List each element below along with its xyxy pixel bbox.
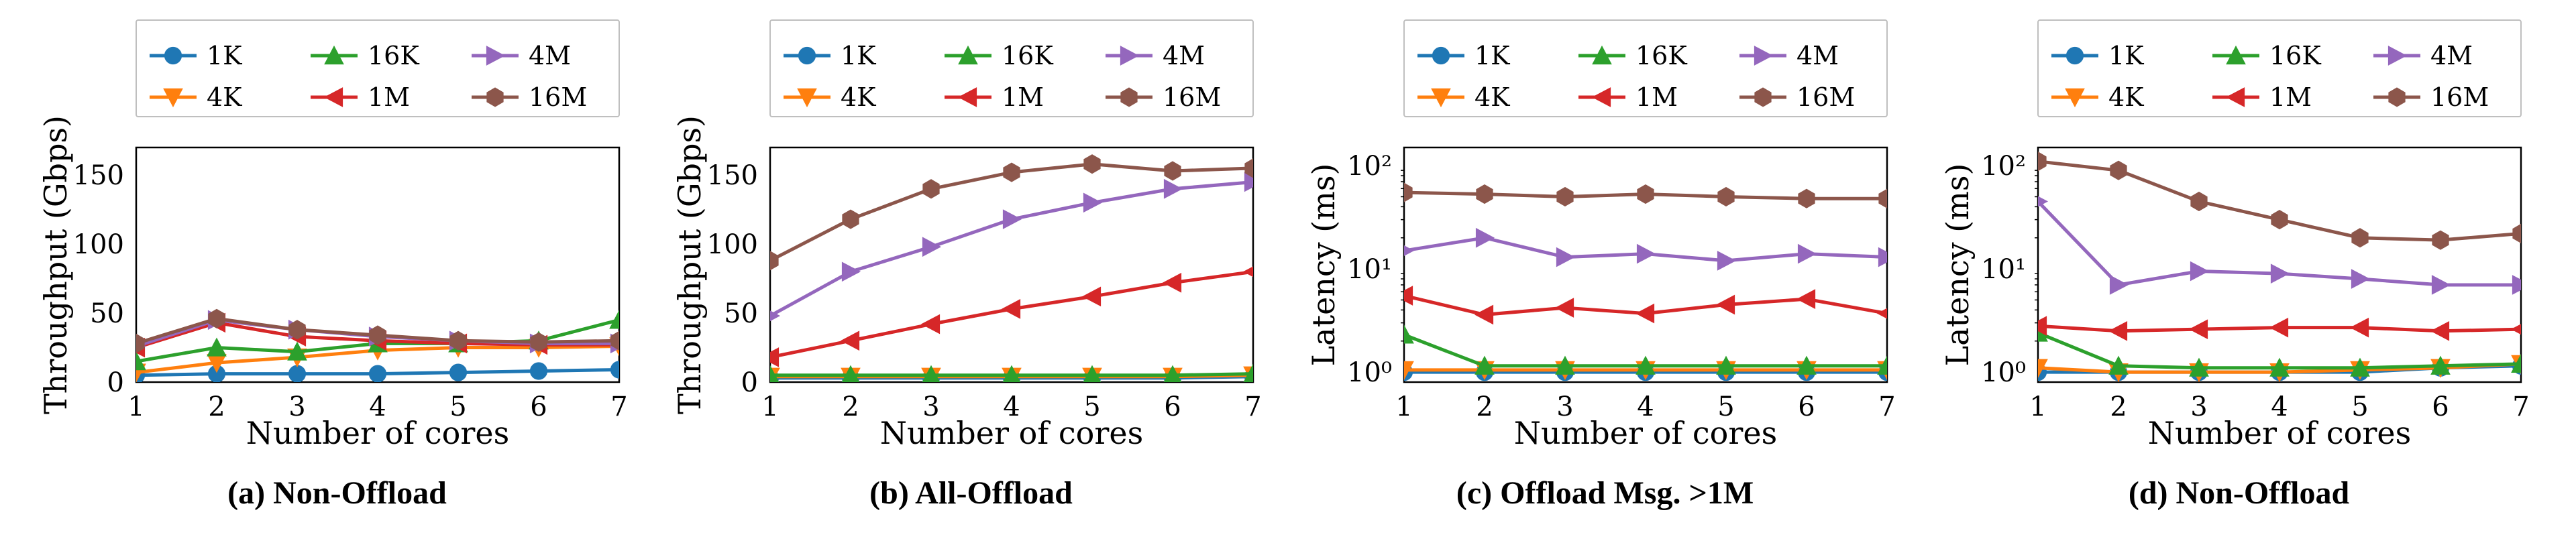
svg-text:7: 7 [610, 391, 627, 422]
series-group [2029, 152, 2530, 381]
svg-text:50: 50 [724, 298, 758, 329]
chart-svg: 1234567Number of cores050100150Throughpu… [669, 13, 1273, 456]
svg-text:7: 7 [1878, 391, 1895, 422]
svg-text:16K: 16K [1635, 41, 1687, 70]
svg-text:1K: 1K [207, 41, 242, 70]
svg-text:4M: 4M [529, 41, 571, 70]
svg-text:6: 6 [530, 391, 547, 422]
svg-text:1: 1 [761, 391, 778, 422]
chart-svg: 1234567Number of cores10⁰10¹10²Latency (… [1303, 13, 1907, 456]
x-axis-label: Number of cores [879, 415, 1142, 451]
panel-c: 1234567Number of cores10⁰10¹10²Latency (… [1301, 13, 1909, 511]
legend: 1K 4K 16K 1M 4M 16M [1404, 20, 1887, 117]
panel-caption: (c) Offload Msg. >1M [1456, 475, 1754, 511]
svg-text:1K: 1K [841, 41, 876, 70]
svg-text:2: 2 [1476, 391, 1493, 422]
svg-text:4M: 4M [1796, 41, 1839, 70]
svg-text:4K: 4K [1474, 82, 1510, 112]
svg-text:16K: 16K [1002, 41, 1053, 70]
svg-text:6: 6 [1798, 391, 1815, 422]
svg-text:100: 100 [72, 229, 123, 260]
svg-text:16M: 16M [2430, 82, 2489, 112]
y-axis: 10⁰ 10¹ 10² [1981, 151, 2038, 388]
series-group [761, 155, 1263, 387]
panel-caption: (a) Non-Offload [227, 475, 447, 511]
svg-text:4K: 4K [841, 82, 876, 112]
svg-text:150: 150 [72, 160, 123, 191]
x-axis-label: Number of cores [246, 415, 508, 451]
svg-text:10²: 10² [1981, 151, 2026, 182]
svg-text:1M: 1M [368, 82, 410, 112]
svg-text:150: 150 [706, 160, 757, 191]
svg-text:16M: 16M [529, 82, 587, 112]
legend: 1K 4K 16K 1M 4M 16M [136, 20, 619, 117]
y-axis: 0 50 100 150 [72, 160, 136, 398]
svg-text:2: 2 [2110, 391, 2127, 422]
panel-b: 1234567Number of cores050100150Throughpu… [667, 13, 1275, 511]
svg-text:0: 0 [741, 367, 757, 398]
svg-text:16M: 16M [1796, 82, 1855, 112]
svg-text:1M: 1M [1635, 82, 1678, 112]
svg-text:6: 6 [2432, 391, 2449, 422]
x-axis-label: Number of cores [1513, 415, 1776, 451]
panel-caption: (b) All-Offload [869, 475, 1073, 511]
figure-row: 1234567Number of cores050100150Throughpu… [0, 0, 2576, 545]
svg-text:1M: 1M [2269, 82, 2312, 112]
svg-text:0: 0 [107, 367, 123, 398]
y-axis-label: Throughput (Gbps) [38, 115, 74, 414]
svg-text:1K: 1K [1474, 41, 1510, 70]
panel-d: 1234567Number of cores10⁰10¹10²Latency (… [1935, 13, 2542, 511]
chart-svg: 1234567Number of cores10⁰10¹10²Latency (… [1937, 13, 2541, 456]
svg-text:7: 7 [2512, 391, 2529, 422]
svg-text:2: 2 [842, 391, 859, 422]
svg-text:10⁰: 10⁰ [1347, 357, 1392, 388]
y-axis: 10⁰ 10¹ 10² [1347, 151, 1404, 388]
x-axis-label: Number of cores [2147, 415, 2410, 451]
svg-text:10⁰: 10⁰ [1981, 357, 2026, 388]
svg-text:2: 2 [208, 391, 225, 422]
svg-text:4K: 4K [2108, 82, 2144, 112]
svg-text:10¹: 10¹ [1347, 254, 1392, 285]
svg-text:1M: 1M [1002, 82, 1044, 112]
y-axis: 0 50 100 150 [706, 160, 769, 398]
svg-text:1: 1 [127, 391, 144, 422]
svg-text:10²: 10² [1347, 151, 1392, 182]
chart-svg: 1234567Number of cores050100150Throughpu… [36, 13, 639, 456]
svg-text:7: 7 [1244, 391, 1261, 422]
svg-text:1: 1 [1395, 391, 1412, 422]
panel-caption: (d) Non-Offload [2129, 475, 2349, 511]
y-axis-label: Latency (ms) [1305, 164, 1342, 367]
legend: 1K 4K 16K 1M 4M 16M [2038, 20, 2521, 117]
svg-text:4M: 4M [2430, 41, 2473, 70]
svg-text:16M: 16M [1163, 82, 1221, 112]
svg-text:4K: 4K [207, 82, 242, 112]
svg-text:50: 50 [90, 298, 124, 329]
panel-a: 1234567Number of cores050100150Throughpu… [34, 13, 641, 511]
svg-text:16K: 16K [368, 41, 419, 70]
series-group [127, 309, 629, 383]
y-axis-label: Throughput (Gbps) [672, 115, 708, 414]
series-4M [770, 182, 1253, 316]
svg-text:16K: 16K [2269, 41, 2321, 70]
svg-text:10¹: 10¹ [1981, 254, 2026, 285]
svg-text:4M: 4M [1163, 41, 1205, 70]
y-axis-label: Latency (ms) [1939, 164, 1976, 367]
legend: 1K 4K 16K 1M 4M 16M [770, 20, 1253, 117]
series-group [1395, 183, 1896, 381]
svg-text:6: 6 [1164, 391, 1181, 422]
svg-text:1: 1 [2029, 391, 2046, 422]
svg-text:100: 100 [706, 229, 757, 260]
svg-text:1K: 1K [2108, 41, 2144, 70]
